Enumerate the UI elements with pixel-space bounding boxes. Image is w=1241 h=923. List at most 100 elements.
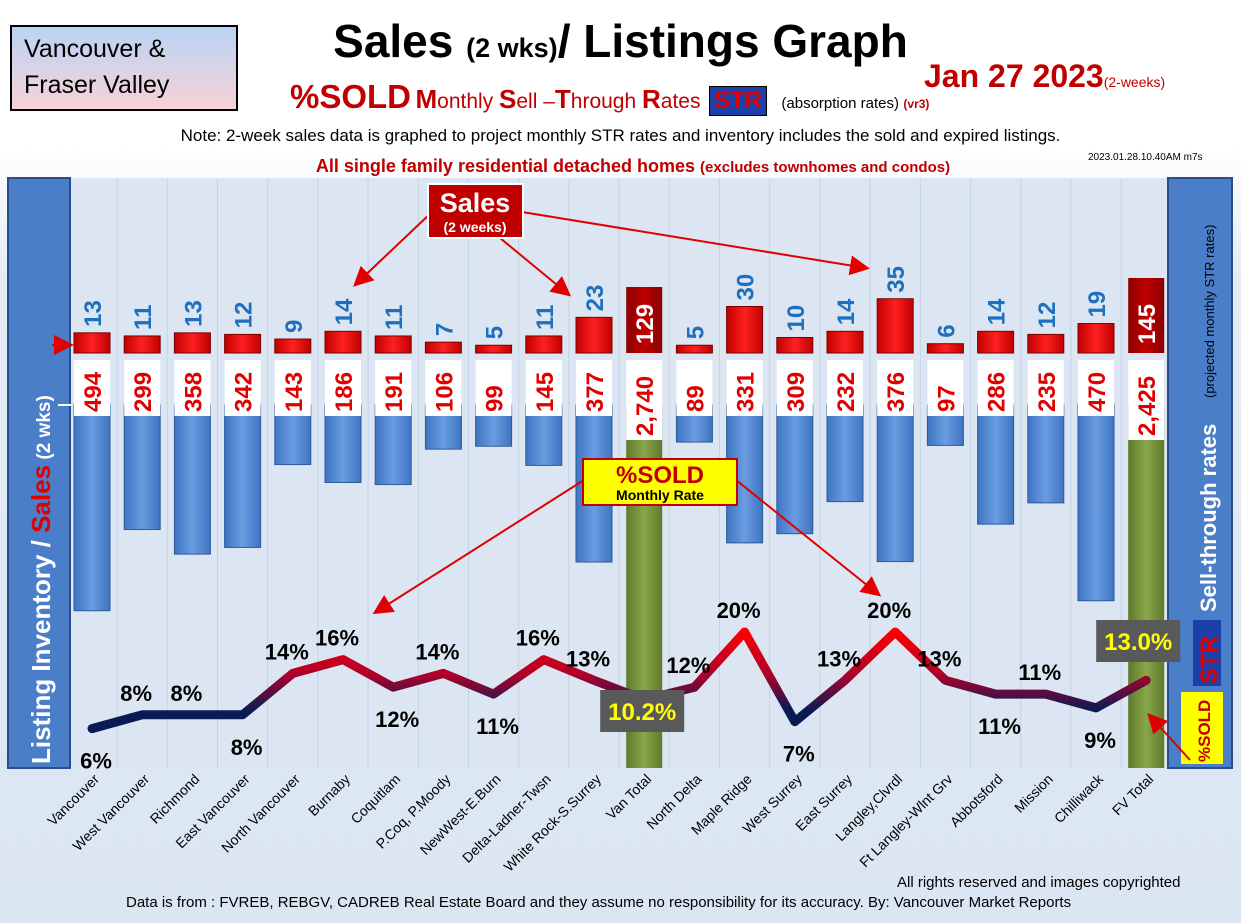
sales-bar (525, 335, 563, 354)
inventory-data-label: 331 (733, 372, 760, 412)
sales-data-label: 5 (682, 326, 709, 339)
footer-rights: All rights reserved and images copyright… (897, 874, 1181, 891)
sold-callout-sub: Monthly Rate (616, 487, 704, 503)
str-total-label: 13.0% (1104, 629, 1172, 656)
sold-callout-title: %SOLD (616, 462, 704, 489)
sales-data-label: 13 (180, 300, 207, 327)
sales-callout-arrows (353, 211, 870, 297)
sales-bar (374, 335, 412, 354)
inventory-data-label: 99 (482, 385, 509, 412)
inventory-data-label: 186 (331, 372, 358, 412)
inventory-label-bg (1078, 360, 1114, 416)
inventory-bar (1027, 404, 1065, 504)
sales-data-label: 11 (532, 305, 559, 330)
subtitle-word-cap-1: S (499, 84, 517, 114)
page-title: Sales (2 wks)/ Listings Graph (0, 14, 1241, 68)
subtitle-word-rest-1: ell – (516, 90, 555, 113)
str-data-label: 13% (917, 646, 961, 671)
inventory-label-bg (626, 360, 663, 440)
inventory-data-label: 377 (582, 372, 609, 412)
right-axis-sold-badge (1181, 692, 1223, 764)
str-data-label: 20% (867, 598, 911, 623)
inventory-bar (977, 404, 1015, 525)
inventory-label-bg (325, 360, 361, 416)
sales-bar (424, 341, 462, 354)
inventory-bar (73, 404, 111, 612)
inventory-label-bg (224, 360, 261, 416)
sales-data-label: 14 (331, 298, 358, 325)
inventory-data-label: 494 (80, 371, 107, 412)
sales-bar (274, 338, 312, 354)
inventory-label-bg (877, 360, 914, 416)
subtitle-absorption: (absorption rates) (781, 95, 899, 112)
inventory-data-label: 358 (180, 372, 207, 412)
footer-source: Data is from : FVREB, REBGV, CADREB Real… (126, 894, 1072, 911)
inventory-data-label: 2,425 (1134, 376, 1161, 436)
inventory-data-label: 143 (281, 372, 308, 412)
title-small: (2 wks) (466, 33, 558, 63)
sales-bar (224, 333, 262, 354)
sales-callout-sub: (2 weeks) (443, 219, 506, 235)
subtitle-word-cap-3: R (642, 84, 661, 114)
str-total-label: 10.2% (608, 699, 676, 726)
sales-data-label: 10 (783, 305, 810, 332)
inventory-label-bg (525, 360, 562, 416)
str-data-label: 11% (978, 714, 1021, 739)
scope-main: All single family residential detached h… (315, 156, 696, 176)
str-data-label: 12% (666, 653, 710, 678)
str-data-label: 16% (516, 626, 560, 651)
inventory-bar (1077, 404, 1115, 602)
timestamp: 2023.01.28.10.40AM m7s (1088, 152, 1203, 163)
subtitle-word-rest-3: ates (660, 90, 701, 113)
sales-bar (726, 306, 764, 354)
inventory-label-bg (375, 360, 412, 416)
sales-data-label: 11 (381, 305, 408, 330)
sales-data-label: 14 (833, 298, 860, 325)
sales-data-label: 12 (1034, 302, 1061, 329)
subtitle-monthly-words: Monthly Sell –Through Rates (415, 84, 700, 114)
inventory-label-bg (827, 360, 863, 416)
note-text: Note: 2-week sales data is graphed to pr… (180, 126, 1061, 145)
right-axis-sold: %SOLD (1195, 700, 1214, 762)
right-axis-str-badge (1193, 620, 1221, 686)
sales-bar (926, 343, 964, 354)
str-data-label: 6% (80, 749, 112, 774)
title-main: Sales (333, 15, 454, 67)
x-axis-tick-label: Abbotsford (947, 771, 1006, 830)
inventory-bar (374, 404, 412, 486)
inventory-data-label: 106 (431, 372, 458, 412)
sales-data-label: 11 (130, 305, 157, 330)
subtitle-word-cap-2: T (554, 84, 571, 114)
sales-data-label: 30 (733, 274, 760, 301)
x-axis-tick-label: Burnaby (305, 771, 353, 819)
sales-data-label: 145 (1134, 304, 1161, 344)
str-total-label-bg (600, 690, 685, 732)
sales-data-label: 23 (582, 285, 609, 312)
sales-bar (776, 337, 814, 354)
right-axis-label: Sell-through rates (1196, 424, 1221, 612)
scope-text: All single family residential detached h… (0, 156, 1241, 177)
inventory-data-label: 191 (381, 372, 408, 412)
inventory-bar (173, 404, 211, 555)
inventory-data-label: 97 (933, 385, 960, 412)
subtitle-str-badge: STR (708, 86, 767, 116)
inventory-label-bg (425, 360, 462, 416)
region-line-1: Vancouver & (24, 35, 166, 63)
sales-data-label: 12 (231, 302, 258, 329)
sales-data-label: 35 (883, 266, 910, 293)
inventory-data-label: 145 (532, 372, 559, 412)
sales-data-label: 19 (1084, 291, 1111, 318)
sales-callout-box (427, 183, 524, 239)
str-data-label: 11% (476, 714, 519, 739)
scope-paren: (excludes townhomes and condos) (700, 159, 951, 176)
inventory-label-bg (174, 360, 211, 416)
sales-bar (675, 344, 713, 354)
str-data-label: 12% (375, 707, 419, 732)
inventory-label-bg (576, 360, 612, 416)
inventory-label-bg (776, 360, 813, 416)
inventory-data-label: 470 (1084, 372, 1111, 412)
inventory-data-label: 286 (984, 372, 1011, 412)
sales-data-label: 129 (632, 304, 659, 344)
subtitle-sold: %SOLD (290, 78, 412, 115)
